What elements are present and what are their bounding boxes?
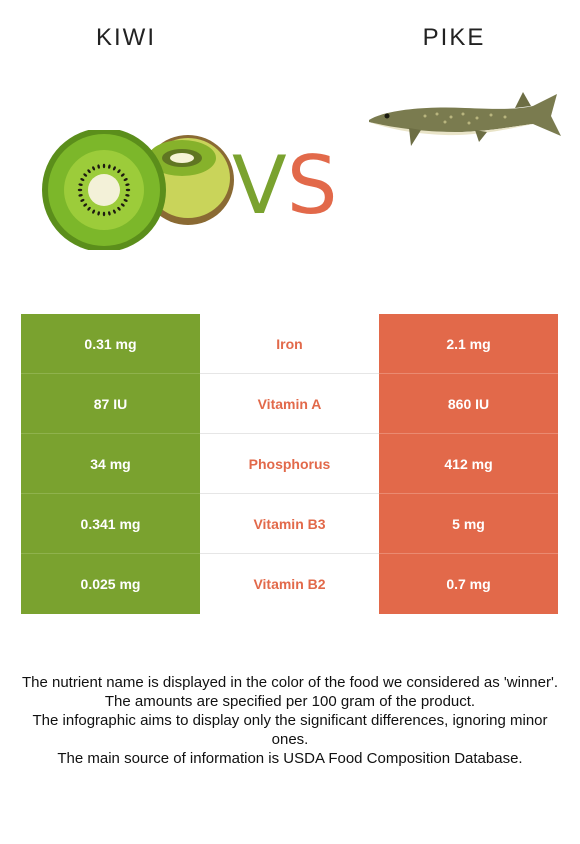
right-value: 860 IU	[379, 374, 558, 434]
table-row: 0.31 mg Iron 2.1 mg	[21, 314, 558, 374]
footnote-3: The infographic aims to display only the…	[32, 712, 548, 748]
table-row: 0.341 mg Vitamin B3 5 mg	[21, 494, 558, 554]
nutrient-comparison-table: 0.31 mg Iron 2.1 mg 87 IU Vitamin A 860 IU 34 …	[21, 314, 558, 614]
table-row: 34 mg Phosphorus 412 mg	[21, 434, 558, 494]
right-food-title: PIKE	[422, 24, 486, 51]
footnote-2: The amounts are specified per 100 gram o…	[104, 693, 476, 710]
left-value: 0.341 mg	[21, 494, 200, 554]
table-row: 87 IU Vitamin A 860 IU	[21, 374, 558, 434]
footnote-4: The main source of information is USDA F…	[57, 750, 523, 767]
left-value: 87 IU	[21, 374, 200, 434]
kiwi-image	[42, 130, 234, 250]
nutrient-name: Vitamin B2	[200, 554, 379, 614]
left-value: 0.025 mg	[21, 554, 200, 614]
nutrient-name: Phosphorus	[200, 434, 379, 494]
left-value: 34 mg	[21, 434, 200, 494]
right-value: 2.1 mg	[379, 314, 558, 374]
right-value: 412 mg	[379, 434, 558, 494]
table-row: 0.025 mg Vitamin B2 0.7 mg	[21, 554, 558, 614]
right-value: 0.7 mg	[379, 554, 558, 614]
nutrient-name: Iron	[200, 314, 379, 374]
pike-image	[369, 92, 561, 146]
nutrient-name: Vitamin B3	[200, 494, 379, 554]
nutrient-name: Vitamin A	[200, 374, 379, 434]
footnote-1: The nutrient name is displayed in the co…	[21, 674, 559, 691]
vs-label: VS	[232, 139, 338, 232]
right-value: 5 mg	[379, 494, 558, 554]
left-food-title: KIWI	[96, 24, 156, 51]
footnotes: The nutrient name is displayed in the co…	[20, 673, 560, 768]
left-value: 0.31 mg	[21, 314, 200, 374]
